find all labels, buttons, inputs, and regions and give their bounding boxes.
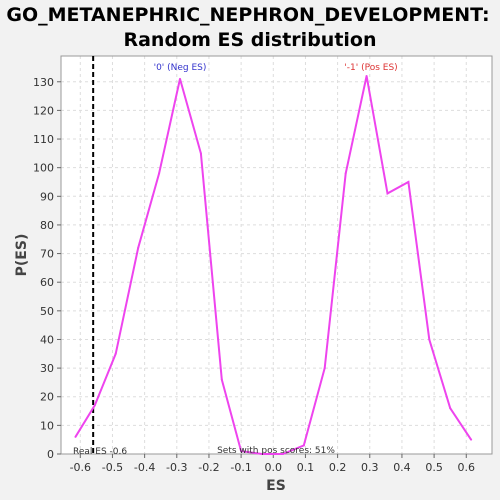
data-point xyxy=(281,453,284,455)
x-tick-label: 0.4 xyxy=(393,461,411,474)
x-tick-label: 0.6 xyxy=(458,461,476,474)
x-tick-label: -0.1 xyxy=(230,461,251,474)
y-tick-label: 30 xyxy=(40,362,54,375)
data-point xyxy=(365,75,368,78)
neg-es-label: '0' (Neg ES) xyxy=(154,63,207,73)
y-tick-label: 20 xyxy=(40,391,54,404)
y-tick-label: 120 xyxy=(33,104,54,117)
data-point xyxy=(386,192,389,195)
y-tick-label: 130 xyxy=(33,76,54,89)
x-tick-label: 0.3 xyxy=(361,461,379,474)
y-tick-label: 90 xyxy=(40,190,54,203)
es-distribution-points xyxy=(74,75,473,455)
x-tick-label: -0.2 xyxy=(198,461,219,474)
data-point xyxy=(428,338,431,341)
y-axis-label: P(ES) xyxy=(14,234,30,277)
data-point xyxy=(158,172,161,175)
grid-lines xyxy=(61,56,492,454)
y-tick-label: 110 xyxy=(33,133,54,146)
data-point xyxy=(93,404,96,407)
x-tick-label: -0.4 xyxy=(134,461,155,474)
y-axis-ticks: 0 10 20 30 40 50 60 70 80 90 100 110 120 130 xyxy=(33,76,61,461)
pos-es-label: '-1' (Pos ES) xyxy=(344,63,397,73)
data-point xyxy=(74,435,77,438)
y-tick-label: 70 xyxy=(40,248,54,261)
plot-area xyxy=(61,56,492,454)
real-es-label: Real ES -0.6 xyxy=(73,447,127,457)
y-tick-label: 60 xyxy=(40,276,54,289)
data-point xyxy=(407,180,410,183)
x-tick-label: -0.6 xyxy=(70,461,91,474)
x-tick-label: -0.5 xyxy=(102,461,123,474)
x-tick-label: 0.0 xyxy=(265,461,283,474)
data-point xyxy=(470,438,473,441)
chart-title-line1: GO_METANEPHRIC_NEPHRON_DEVELOPMENT: xyxy=(6,4,489,26)
x-axis-label: ES xyxy=(266,478,286,494)
y-tick-label: 80 xyxy=(40,219,54,232)
data-point xyxy=(199,152,202,155)
data-point xyxy=(137,246,140,249)
data-point xyxy=(449,407,452,410)
data-point xyxy=(240,450,243,453)
y-tick-label: 0 xyxy=(47,448,54,461)
data-point xyxy=(323,367,326,370)
chart-title-line2: Random ES distribution xyxy=(123,29,376,51)
x-axis-ticks: -0.6 -0.5 -0.4 -0.3 -0.2 -0.1 0.0 0.1 0.2 0.3 0.4 0… xyxy=(70,454,475,474)
data-point xyxy=(302,444,305,447)
y-tick-label: 50 xyxy=(40,305,54,318)
x-tick-label: 0.5 xyxy=(425,461,443,474)
data-point xyxy=(220,378,223,381)
y-tick-label: 10 xyxy=(40,419,54,432)
y-tick-label: 40 xyxy=(40,333,54,346)
y-tick-label: 100 xyxy=(33,162,54,175)
data-point xyxy=(114,352,117,355)
es-distribution-line xyxy=(74,75,472,455)
x-tick-label: -0.3 xyxy=(166,461,187,474)
data-point xyxy=(179,77,182,80)
x-tick-label: 0.2 xyxy=(329,461,347,474)
data-point xyxy=(344,172,347,175)
x-tick-label: 0.1 xyxy=(297,461,315,474)
pos-scores-label: Sets with pos scores: 51% xyxy=(217,446,335,456)
data-point xyxy=(261,453,264,455)
